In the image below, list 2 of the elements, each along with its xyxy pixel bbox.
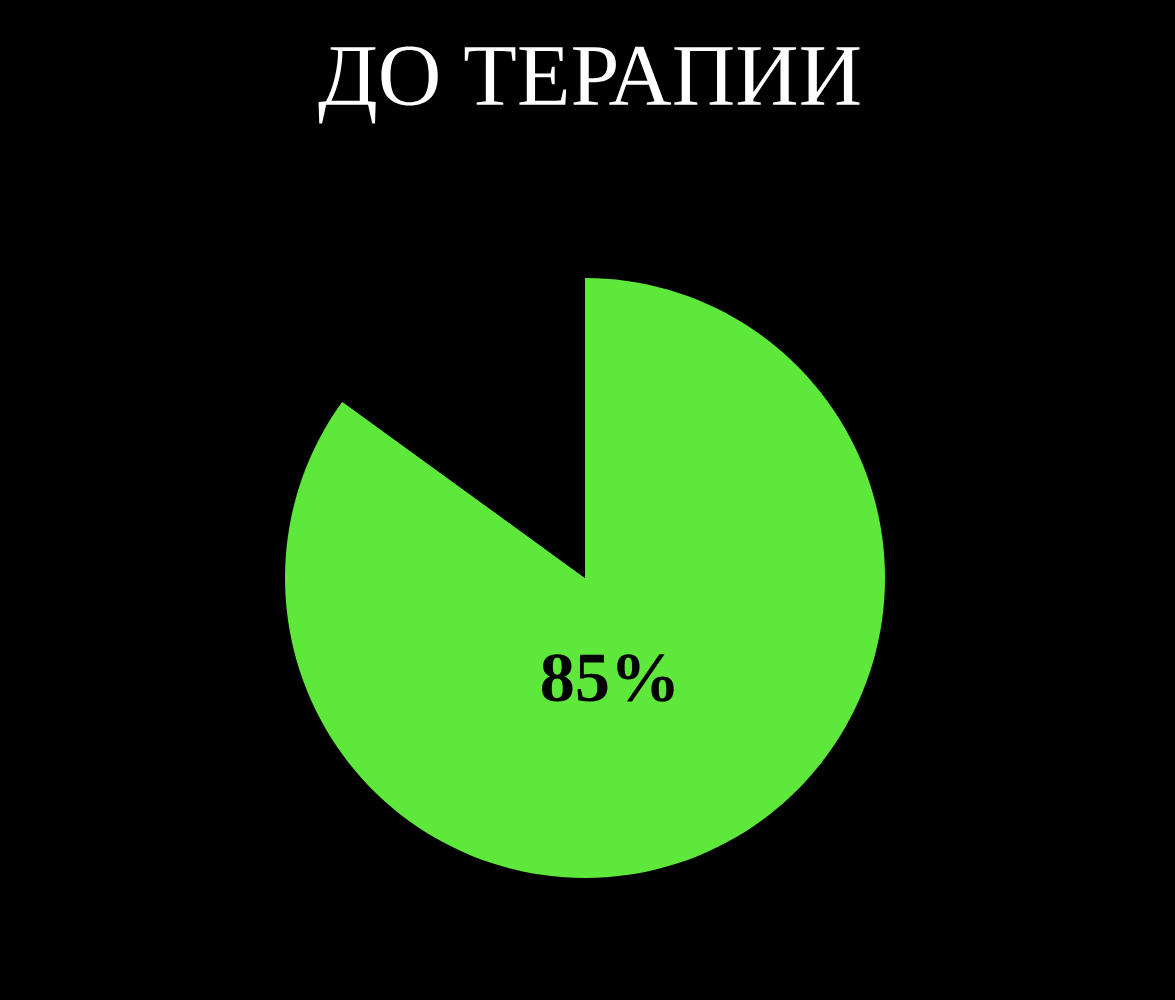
chart-title: ДО ТЕРАПИИ <box>318 46 860 124</box>
data-label: 85% <box>542 654 674 702</box>
